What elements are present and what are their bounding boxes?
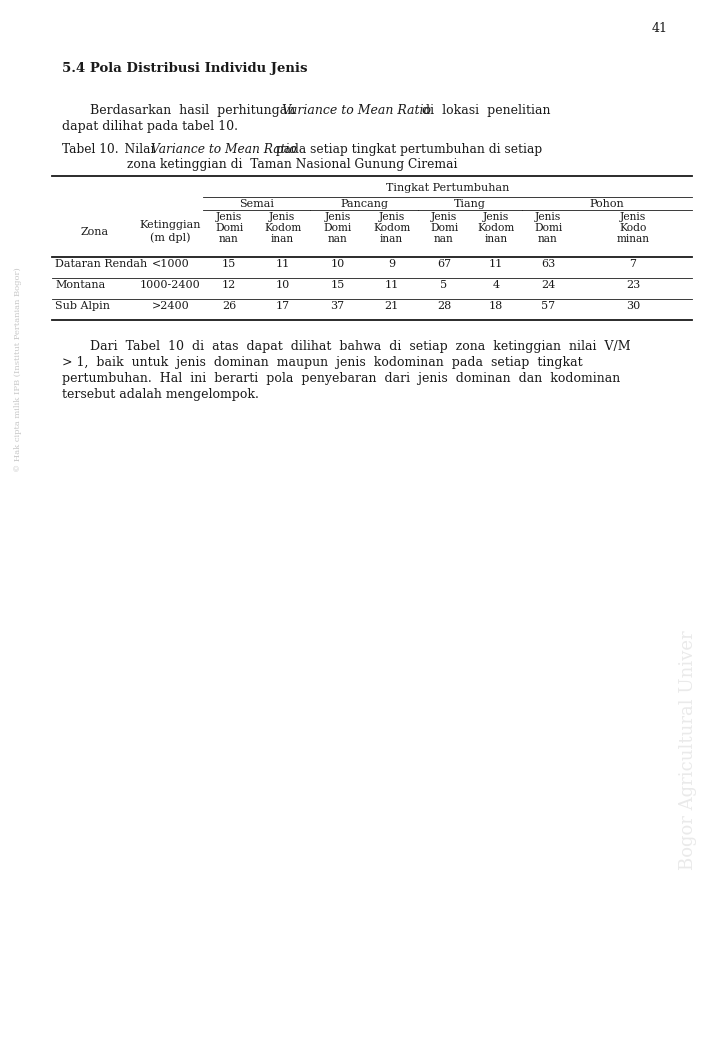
Text: 5.4 Pola Distribusi Individu Jenis: 5.4 Pola Distribusi Individu Jenis (62, 62, 308, 74)
Text: Pancang: Pancang (340, 199, 388, 209)
Text: Jenis: Jenis (431, 212, 457, 222)
Text: Jenis: Jenis (379, 212, 404, 222)
Text: © Hak cipta milik IPB (Institut Pertanian Bogor): © Hak cipta milik IPB (Institut Pertania… (14, 268, 22, 472)
Text: 57: 57 (541, 301, 555, 311)
Text: 9: 9 (388, 259, 395, 269)
Text: 11: 11 (489, 259, 503, 269)
Text: nan: nan (219, 234, 239, 244)
Text: 67: 67 (437, 259, 451, 269)
Text: Semai: Semai (239, 199, 274, 209)
Text: Zona: Zona (81, 227, 109, 237)
Text: Domi: Domi (430, 223, 458, 233)
Text: 11: 11 (275, 259, 290, 269)
Text: Jenis: Jenis (483, 212, 509, 222)
Text: 63: 63 (541, 259, 555, 269)
Text: 17: 17 (275, 301, 290, 311)
Text: inan: inan (380, 234, 403, 244)
Text: Ketinggian
(m dpl): Ketinggian (m dpl) (139, 220, 201, 244)
Text: Jenis: Jenis (535, 212, 561, 222)
Text: Montana: Montana (55, 280, 105, 290)
Text: Kodom: Kodom (477, 223, 515, 233)
Text: dapat dilihat pada tabel 10.: dapat dilihat pada tabel 10. (62, 120, 238, 133)
Text: Jenis: Jenis (216, 212, 242, 222)
Text: >2400: >2400 (151, 301, 189, 311)
Text: 10: 10 (275, 280, 290, 290)
Text: minan: minan (616, 234, 650, 244)
Text: Dari  Tabel  10  di  atas  dapat  dilihat  bahwa  di  setiap  zona  ketinggian  : Dari Tabel 10 di atas dapat dilihat bahw… (90, 340, 631, 353)
Text: 23: 23 (626, 280, 640, 290)
Text: Sub Alpin: Sub Alpin (55, 301, 110, 311)
Text: 5: 5 (440, 280, 447, 290)
Text: Tingkat Pertumbuhan: Tingkat Pertumbuhan (386, 183, 509, 193)
Text: Jenis: Jenis (269, 212, 296, 222)
Text: Tiang: Tiang (454, 199, 486, 209)
Text: Variance to Mean Ratio: Variance to Mean Ratio (282, 104, 431, 117)
Text: Jenis: Jenis (620, 212, 646, 222)
Text: 18: 18 (489, 301, 503, 311)
Text: tersebut adalah mengelompok.: tersebut adalah mengelompok. (62, 388, 259, 401)
Text: inan: inan (271, 234, 294, 244)
Text: Nilai: Nilai (113, 143, 158, 156)
Text: nan: nan (538, 234, 558, 244)
Text: 37: 37 (330, 301, 345, 311)
Text: 15: 15 (222, 259, 236, 269)
Text: 12: 12 (222, 280, 236, 290)
Text: Berdasarkan  hasil  perhitungan: Berdasarkan hasil perhitungan (90, 104, 304, 117)
Text: Variance to Mean Ratio: Variance to Mean Ratio (151, 143, 297, 156)
Text: 1000-2400: 1000-2400 (140, 280, 201, 290)
Text: Domi: Domi (323, 223, 352, 233)
Text: Domi: Domi (534, 223, 562, 233)
Text: pada setiap tingkat pertumbuhan di setiap: pada setiap tingkat pertumbuhan di setia… (272, 143, 542, 156)
Text: 7: 7 (629, 259, 637, 269)
Text: 24: 24 (541, 280, 555, 290)
Text: Dataran Rendah: Dataran Rendah (55, 259, 147, 269)
Text: 28: 28 (437, 301, 451, 311)
Text: Pohon: Pohon (590, 199, 625, 209)
Text: <1000: <1000 (151, 259, 189, 269)
Text: Kodo: Kodo (619, 223, 647, 233)
Text: 10: 10 (330, 259, 345, 269)
Text: inan: inan (484, 234, 508, 244)
Text: Tabel 10.: Tabel 10. (62, 143, 118, 156)
Text: Domi: Domi (215, 223, 243, 233)
Text: pertumbuhan.  Hal  ini  berarti  pola  penyebaran  dari  jenis  dominan  dan  ko: pertumbuhan. Hal ini berarti pola penyeb… (62, 372, 620, 385)
Text: 15: 15 (330, 280, 345, 290)
Text: Bogor Agricultural Univer: Bogor Agricultural Univer (679, 630, 697, 869)
Text: Kodom: Kodom (373, 223, 410, 233)
Text: 41: 41 (652, 22, 668, 35)
Text: Jenis: Jenis (325, 212, 350, 222)
Text: zona ketinggian di  Taman Nasional Gunung Ciremai: zona ketinggian di Taman Nasional Gunung… (127, 157, 458, 171)
Text: Kodom: Kodom (264, 223, 301, 233)
Text: 21: 21 (384, 301, 399, 311)
Text: 30: 30 (626, 301, 640, 311)
Text: 11: 11 (384, 280, 399, 290)
Text: nan: nan (327, 234, 348, 244)
Text: > 1,  baik  untuk  jenis  dominan  maupun  jenis  kodominan  pada  setiap  tingk: > 1, baik untuk jenis dominan maupun jen… (62, 356, 583, 369)
Text: 26: 26 (222, 301, 236, 311)
Text: 4: 4 (492, 280, 500, 290)
Text: di  lokasi  penelitian: di lokasi penelitian (414, 104, 550, 117)
Text: nan: nan (434, 234, 454, 244)
